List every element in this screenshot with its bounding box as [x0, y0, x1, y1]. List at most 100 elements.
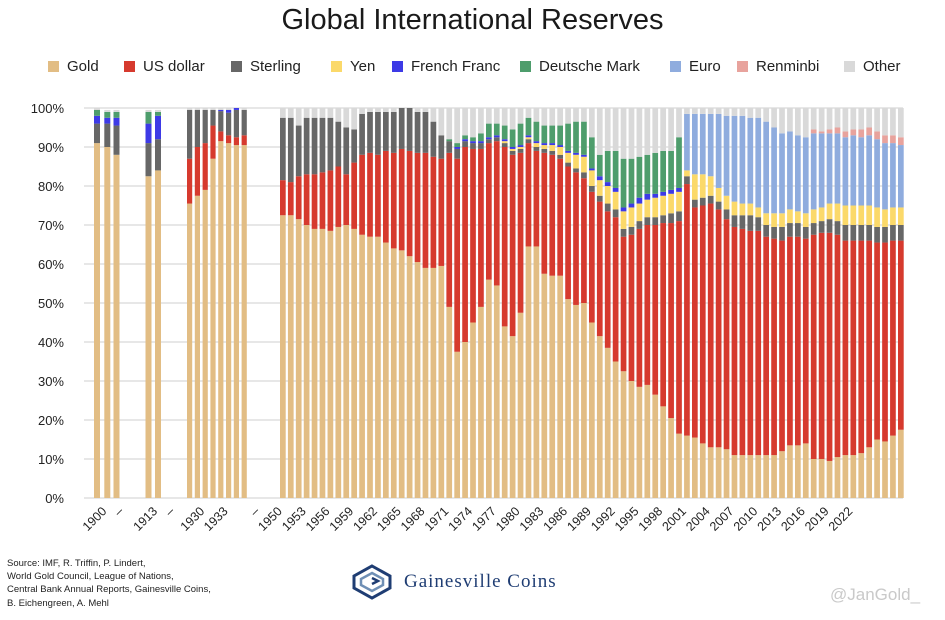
bar-segment	[723, 209, 730, 220]
bar-segment	[612, 361, 619, 498]
bar-segment	[327, 230, 334, 498]
bar-segment	[359, 113, 365, 155]
bar-segment	[194, 109, 200, 147]
bar-segment	[509, 154, 516, 337]
y-tick-label: 40%	[38, 335, 64, 350]
bar-segment	[581, 303, 587, 498]
bar-segment	[612, 108, 619, 151]
bar-segment	[295, 125, 302, 177]
bar-segment	[202, 109, 208, 144]
bar-segment	[810, 129, 817, 134]
bar-segment	[795, 135, 801, 212]
bar-segment	[565, 150, 571, 153]
bar-segment	[565, 123, 571, 151]
bar-segment	[747, 117, 754, 204]
x-tick-label: 1989	[564, 504, 594, 534]
bar-segment	[818, 221, 825, 233]
bar-segment	[113, 125, 120, 155]
bar-segment	[676, 211, 682, 222]
bar-segment	[890, 143, 896, 208]
bar-segment	[739, 455, 746, 498]
bar-segment	[509, 108, 516, 130]
bar-segment	[787, 108, 793, 132]
bar-segment	[383, 108, 389, 112]
bar-segment	[509, 148, 516, 151]
bar-segment	[596, 180, 603, 196]
bar-segment	[850, 240, 857, 456]
bar-segment	[596, 195, 603, 202]
bar-segment	[692, 199, 698, 208]
bar-segment	[668, 418, 674, 498]
bar-segment	[723, 449, 730, 498]
bar-segment	[533, 121, 540, 142]
bar-segment	[850, 135, 857, 206]
bar-segment	[343, 174, 350, 225]
bar-segment	[636, 386, 643, 498]
bar-segment	[462, 342, 468, 498]
bar-segment	[187, 109, 193, 159]
bar-segment	[145, 109, 152, 112]
bar-segment	[739, 228, 746, 456]
bar-segment	[787, 236, 793, 446]
bar-segment	[549, 150, 556, 155]
legend-item: Other	[844, 56, 901, 76]
bar-segment	[525, 117, 532, 136]
bar-segment	[581, 154, 587, 157]
bar-segment	[834, 108, 841, 128]
y-tick-label: 100%	[31, 101, 65, 116]
bar-segment	[612, 150, 619, 188]
bar-segment	[874, 226, 880, 243]
legend-item: Gold	[48, 56, 99, 76]
bar-segment	[509, 147, 516, 149]
bar-segment	[454, 108, 461, 144]
bar-segment	[731, 115, 738, 202]
bar-segment	[113, 117, 120, 126]
bar-segment	[652, 217, 659, 225]
y-tick-label: 0%	[45, 491, 64, 506]
bar-segment	[454, 147, 461, 149]
bar-segment	[351, 228, 358, 498]
bar-segment	[226, 108, 232, 110]
bar-segment	[850, 108, 857, 130]
bar-segment	[676, 137, 682, 188]
bar-segment	[707, 176, 714, 196]
bar-segment	[218, 131, 224, 142]
bar-segment	[589, 137, 595, 169]
bar-segment	[874, 108, 880, 132]
bar-segment	[233, 109, 239, 138]
bar-segment	[866, 447, 873, 498]
y-tick-label: 80%	[38, 179, 64, 194]
bar-segment	[604, 203, 611, 212]
bar-segment	[517, 312, 524, 498]
bar-segment	[446, 306, 453, 498]
bar-segment	[858, 205, 865, 225]
bar-segment	[620, 207, 627, 212]
bar-segment	[573, 121, 579, 153]
bar-segment	[280, 180, 286, 216]
x-tick-label: 1995	[612, 504, 642, 534]
bar-segment	[589, 186, 595, 192]
bar-segment	[155, 139, 161, 171]
bar-segment	[874, 131, 880, 140]
legend-item: US dollar	[124, 56, 205, 76]
bar-segment	[628, 234, 635, 381]
gainesville-logo-icon	[352, 564, 392, 600]
bar-segment	[652, 225, 659, 395]
bar-segment	[779, 108, 785, 134]
legend-swatch	[737, 60, 748, 72]
bar-segment	[771, 108, 777, 128]
bar-segment	[660, 108, 667, 151]
bar-segment	[565, 299, 571, 498]
bar-segment	[557, 158, 564, 276]
bar-segment	[866, 240, 873, 448]
bar-segment	[810, 209, 817, 224]
bar-segment	[692, 113, 698, 175]
bar-segment	[367, 108, 373, 112]
bar-segment	[478, 148, 484, 307]
bar-segment	[898, 225, 904, 241]
bar-segment	[731, 226, 738, 456]
bar-segment	[319, 172, 326, 229]
bar-segment	[218, 141, 224, 498]
bar-segment	[826, 133, 833, 204]
bar-segment	[155, 170, 161, 498]
